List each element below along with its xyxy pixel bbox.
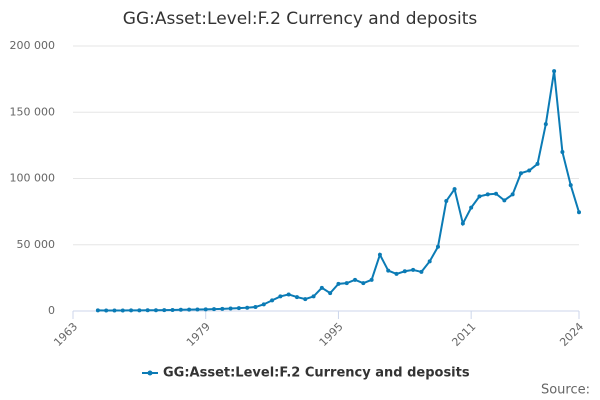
point: [427, 259, 432, 264]
point: [560, 150, 565, 154]
point: [104, 308, 109, 313]
point: [187, 307, 192, 312]
point: [137, 308, 142, 313]
point: [444, 199, 449, 204]
point: [170, 307, 175, 312]
y-tick-label: 100 000: [10, 172, 56, 185]
point: [419, 269, 424, 274]
point: [552, 69, 557, 74]
point: [278, 294, 283, 299]
point: [162, 308, 167, 313]
point: [494, 191, 499, 196]
point: [195, 307, 200, 312]
y-tick-label: 50 000: [17, 238, 56, 251]
point: [328, 291, 333, 296]
point: [303, 297, 308, 302]
point: [336, 281, 341, 286]
point: [270, 298, 275, 303]
y-tick-label: 200 000: [10, 39, 56, 52]
point: [261, 302, 266, 307]
point: [311, 294, 316, 299]
point: [402, 269, 407, 274]
point: [460, 221, 465, 226]
legend-marker: [147, 370, 153, 376]
y-tick-label: 150 000: [10, 105, 56, 118]
point: [469, 205, 474, 210]
point: [369, 277, 374, 282]
point: [120, 308, 125, 313]
point: [95, 308, 100, 313]
point: [518, 171, 523, 176]
chart-title: GG:Asset:Level:F.2 Currency and deposits: [123, 9, 478, 29]
point: [319, 285, 324, 290]
point: [411, 267, 416, 272]
point: [510, 192, 515, 197]
point: [577, 210, 581, 215]
point: [203, 307, 208, 312]
point: [286, 292, 291, 297]
y-tick-label: 0: [48, 304, 55, 317]
point: [452, 187, 457, 192]
point: [527, 168, 532, 173]
point: [220, 306, 225, 311]
point: [485, 192, 490, 197]
x-tick-label: 1979: [184, 320, 213, 349]
point: [435, 244, 440, 249]
point: [153, 308, 158, 313]
point: [377, 252, 382, 257]
point: [543, 122, 548, 127]
point: [112, 308, 117, 313]
source-label: Source:: [541, 383, 590, 398]
point: [568, 183, 573, 188]
line: [97, 71, 580, 312]
x-tick-label: 1963: [51, 320, 80, 349]
point: [129, 308, 134, 313]
point: [236, 306, 241, 311]
x-tick-label: 2024: [557, 320, 586, 349]
point: [344, 281, 349, 286]
point: [212, 307, 217, 312]
x-tick-label: 2011: [449, 320, 478, 349]
point: [294, 295, 299, 300]
point: [145, 308, 150, 313]
point: [253, 305, 258, 310]
point: [245, 305, 250, 310]
legend-label: GG:Asset:Level:F.2 Currency and deposits: [163, 366, 470, 381]
point: [228, 306, 233, 311]
point: [386, 268, 391, 273]
point: [178, 307, 183, 312]
point: [502, 198, 507, 203]
point: [353, 277, 358, 282]
point: [361, 281, 366, 286]
point: [535, 161, 540, 166]
x-tick-label: 1995: [317, 320, 346, 349]
point: [477, 194, 482, 199]
point: [394, 271, 399, 276]
